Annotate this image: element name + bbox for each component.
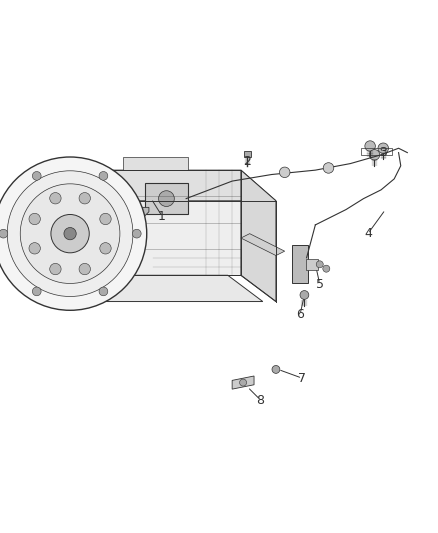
Text: 6: 6	[296, 308, 304, 321]
Circle shape	[272, 366, 280, 374]
Text: 5: 5	[316, 278, 324, 290]
Circle shape	[240, 379, 247, 386]
Circle shape	[100, 213, 111, 225]
Text: 2: 2	[244, 155, 251, 168]
Circle shape	[369, 150, 380, 160]
FancyBboxPatch shape	[145, 183, 188, 214]
Polygon shape	[88, 170, 276, 201]
FancyBboxPatch shape	[306, 259, 318, 270]
Circle shape	[51, 214, 89, 253]
Circle shape	[159, 191, 174, 206]
Circle shape	[300, 290, 309, 300]
Circle shape	[79, 192, 90, 204]
Circle shape	[316, 261, 323, 268]
Circle shape	[279, 167, 290, 177]
Polygon shape	[88, 170, 241, 275]
Circle shape	[64, 228, 76, 240]
Circle shape	[99, 287, 108, 296]
Text: 7: 7	[298, 372, 306, 385]
FancyBboxPatch shape	[292, 246, 308, 283]
Polygon shape	[232, 376, 254, 389]
Text: 8: 8	[257, 393, 265, 407]
Circle shape	[378, 143, 389, 154]
Circle shape	[0, 157, 147, 310]
Circle shape	[29, 213, 40, 225]
Circle shape	[323, 163, 334, 173]
Circle shape	[50, 263, 61, 274]
Circle shape	[32, 172, 41, 180]
Circle shape	[79, 263, 90, 274]
Polygon shape	[131, 207, 149, 221]
Circle shape	[32, 287, 41, 296]
Text: 3: 3	[379, 146, 387, 159]
Polygon shape	[241, 170, 276, 302]
Circle shape	[29, 243, 40, 254]
Circle shape	[323, 265, 330, 272]
Circle shape	[365, 141, 375, 151]
Circle shape	[0, 229, 8, 238]
Text: 4: 4	[364, 227, 372, 240]
Polygon shape	[241, 233, 285, 255]
FancyBboxPatch shape	[123, 157, 188, 170]
Circle shape	[20, 184, 120, 284]
Circle shape	[50, 192, 61, 204]
Text: 1: 1	[158, 209, 166, 223]
Circle shape	[99, 172, 108, 180]
Polygon shape	[244, 151, 251, 157]
Polygon shape	[35, 275, 263, 302]
Circle shape	[7, 171, 133, 296]
Circle shape	[132, 229, 141, 238]
Circle shape	[100, 243, 111, 254]
